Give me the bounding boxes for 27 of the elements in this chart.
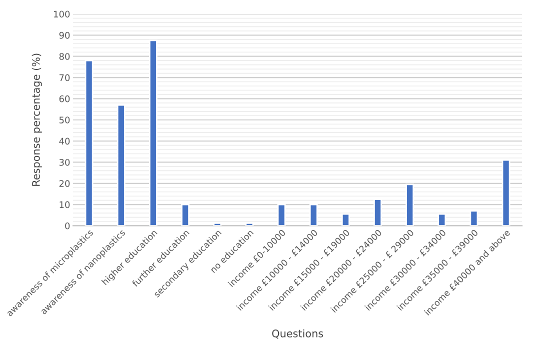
y-tick-label: 60 <box>59 95 70 102</box>
bar <box>245 222 254 226</box>
y-tick-label: 0 <box>65 222 70 230</box>
y-tick-label: 10 <box>60 201 70 208</box>
bar <box>84 60 94 226</box>
y-tick-label: 90 <box>59 32 70 39</box>
bar <box>277 204 286 226</box>
y-tick-label: 100 <box>54 10 70 18</box>
bar <box>181 204 190 226</box>
x-axis-title: Questions <box>272 329 324 339</box>
y-tick-label: 40 <box>59 138 70 145</box>
bar <box>374 198 382 226</box>
bar <box>309 204 318 226</box>
y-tick-label: 70 <box>60 74 70 82</box>
bar <box>148 40 158 226</box>
y-tick-label: 50 <box>59 116 70 124</box>
y-tick-label: 30 <box>59 158 70 166</box>
bar <box>438 213 446 226</box>
bar <box>341 213 350 226</box>
bar <box>470 210 478 226</box>
bar <box>213 222 222 226</box>
y-axis-title: Response percentage (%) <box>32 54 42 186</box>
y-tick-label: 20 <box>59 180 70 187</box>
bar <box>502 159 510 226</box>
y-tick-label: 80 <box>59 53 70 60</box>
bar <box>116 104 126 226</box>
bar <box>406 184 414 226</box>
